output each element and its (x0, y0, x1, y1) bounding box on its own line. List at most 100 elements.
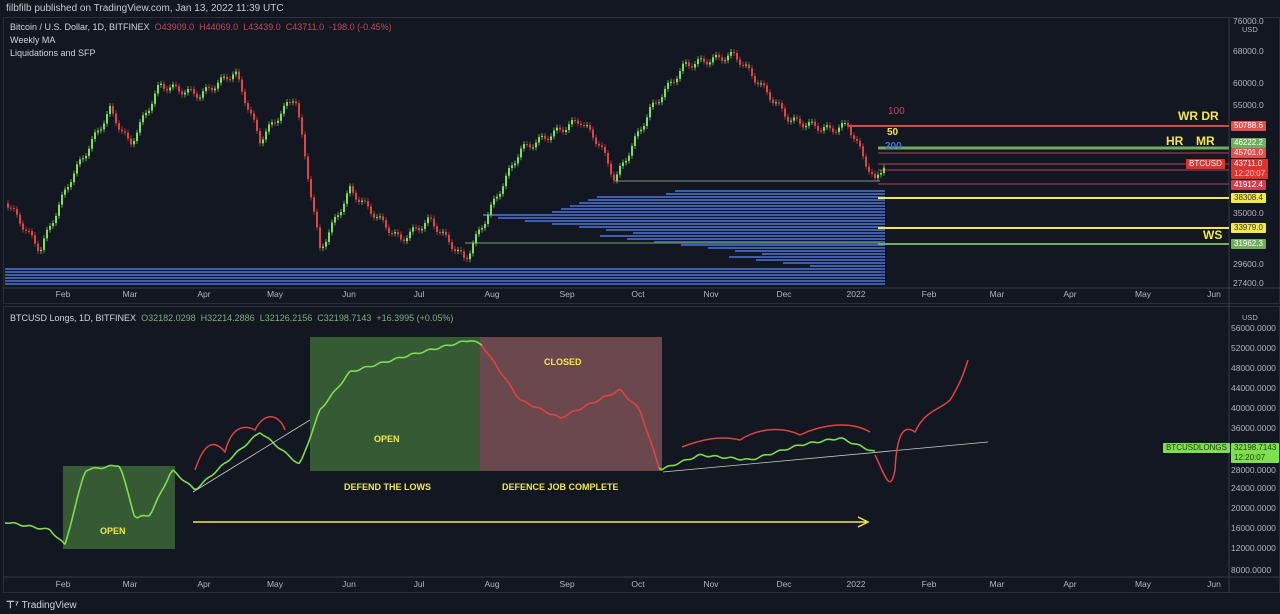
candle (823, 127, 825, 131)
volume-profile-bar (597, 196, 885, 198)
candle (205, 87, 207, 92)
longs-line (613, 390, 618, 395)
trendline (192, 419, 311, 493)
longs-line (733, 457, 738, 460)
longs-line (583, 403, 588, 408)
candle (400, 234, 402, 240)
longs-line (292, 459, 297, 463)
longs-line (76, 487, 81, 500)
candle (430, 217, 432, 219)
candle (652, 102, 654, 108)
time-label: May (1135, 289, 1152, 299)
candle (442, 231, 444, 233)
longs-line (199, 481, 204, 487)
longs-line (265, 436, 270, 440)
candle (478, 229, 480, 235)
longs-line (247, 439, 252, 444)
volume-profile-bar (483, 214, 885, 216)
volume-profile-bar (5, 280, 885, 282)
longs-line (70, 511, 75, 524)
longs-line (289, 456, 294, 461)
longs-line (637, 406, 642, 414)
candle (616, 174, 618, 181)
candle (340, 211, 342, 216)
brand-name: TradingView (21, 600, 77, 611)
longs-line (238, 447, 243, 451)
candle (535, 142, 537, 148)
longs-line (703, 454, 708, 458)
indicator-liquidations[interactable]: Liquidations and SFP (10, 48, 96, 58)
longs-line (499, 371, 504, 377)
volume-profile-bar (525, 220, 885, 222)
volume-profile-bar (588, 199, 885, 201)
candle (685, 62, 687, 64)
candle (274, 122, 276, 124)
longs-line (127, 492, 132, 505)
candle (541, 135, 543, 138)
longs-line (817, 441, 822, 444)
price-label: 8000.0000 (1231, 565, 1271, 575)
longs-line (688, 458, 693, 461)
longs-line (154, 497, 159, 505)
longs-line (496, 366, 501, 373)
candle (829, 125, 831, 129)
time-label: May (267, 579, 284, 589)
longs-line (634, 403, 639, 408)
low-value: L32126.2156 (259, 313, 313, 323)
candle (289, 102, 291, 104)
longs-line (340, 379, 345, 385)
candle (361, 200, 363, 202)
candle (28, 230, 30, 232)
candle (733, 51, 735, 53)
candle (322, 246, 324, 249)
candle (373, 213, 375, 218)
candle (481, 228, 483, 230)
candle (46, 229, 48, 239)
time-label: Apr (197, 579, 210, 589)
footer-brand[interactable]: ⊤⁷ TradingView (0, 598, 1280, 614)
candle (451, 242, 453, 249)
longs-line (133, 514, 138, 519)
candle (760, 83, 762, 85)
longs-line (829, 438, 834, 441)
candle (754, 75, 756, 83)
candle (562, 129, 564, 133)
longs-line (514, 393, 519, 399)
time-label: Nov (703, 579, 719, 589)
candle (742, 64, 744, 66)
price-tag-ws: 31962.3 (1231, 239, 1266, 249)
candle (148, 110, 150, 113)
longs-line (268, 437, 273, 442)
longs-line (511, 387, 516, 394)
candle (487, 214, 489, 224)
time-label: Sep (559, 579, 574, 589)
candle (64, 189, 66, 195)
indicator-weekly-ma[interactable]: Weekly MA (10, 35, 56, 45)
price-label: 60000.0 (1233, 78, 1264, 88)
candle (256, 119, 258, 131)
longs-line (31, 525, 36, 529)
symbol-title[interactable]: Bitcoin / U.S. Dollar, 1D, BITFINEX (10, 22, 150, 32)
price-label: 36000.0000 (1231, 423, 1276, 433)
longs-line (16, 522, 21, 526)
longs-line (256, 432, 261, 436)
price-label: 24000.0000 (1231, 483, 1276, 493)
price-pane[interactable] (3, 17, 1280, 304)
longs-line (655, 457, 660, 469)
candle (241, 79, 243, 92)
last-price-tag: 32198.7143 12:20:07 (1231, 443, 1280, 463)
candle (700, 58, 702, 60)
candle (526, 144, 528, 146)
symbol-title[interactable]: BTCUSD Longs, 1D, BITFINEX (10, 313, 137, 323)
candle (271, 122, 273, 125)
ma-50-label: 50 (887, 127, 899, 138)
candle (259, 130, 261, 144)
volume-profile-bar (681, 244, 885, 246)
candle (409, 231, 411, 239)
volume-profile-bar (762, 253, 885, 255)
candle (670, 81, 672, 83)
candle (634, 136, 636, 146)
time-label: Sep (559, 289, 574, 299)
longs-line (316, 409, 321, 418)
